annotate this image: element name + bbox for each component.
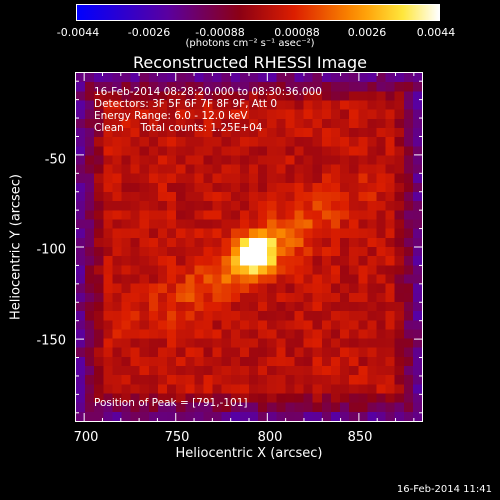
x-tick-label: 850 [347,430,373,445]
colorbar-units: (photons cm⁻² s⁻¹ asec⁻²) [185,38,315,49]
colorbar [76,4,440,21]
info-annotation: 16-Feb-2014 08:28:20.000 to 08:30:36.000… [94,86,322,134]
info-clean-counts: Clean Total counts: 1.25E+04 [94,122,263,134]
chart-title: Reconstructed RHESSI Image [133,53,367,72]
colorbar-tick-label: 0.0026 [347,26,387,39]
colorbar-tick-label: -0.0026 [127,26,171,39]
x-tick-label: 800 [257,430,283,445]
y-tick-label: -150 [36,333,66,349]
info-energy-range: Energy Range: 6.0 - 12.0 keV [94,110,248,122]
x-axis-label: Heliocentric X (arcsec) [175,446,323,461]
colorbar-tick-label: 0.00088 [274,26,320,39]
y-tick-label: -100 [36,242,66,258]
x-tick-label: 700 [73,430,99,445]
colorbar-tick-label: -0.00088 [195,26,245,39]
x-tick-label: 750 [164,430,190,445]
peak-position-text: Position of Peak = [791,-101] [94,397,248,409]
colorbar-tick-label: 0.0044 [416,26,456,39]
heatmap-image [76,73,422,421]
y-tick-label: -50 [44,152,66,168]
info-time-range: 16-Feb-2014 08:28:20.000 to 08:30:36.000 [94,86,322,98]
timestamp: 16-Feb-2014 11:41 [396,484,492,495]
info-detectors: Detectors: 3F 5F 6F 7F 8F 9F, Att 0 [94,98,278,110]
colorbar-tick-label: -0.0044 [56,26,100,39]
y-axis-label: Heliocentric Y (arcsec) [8,174,24,320]
